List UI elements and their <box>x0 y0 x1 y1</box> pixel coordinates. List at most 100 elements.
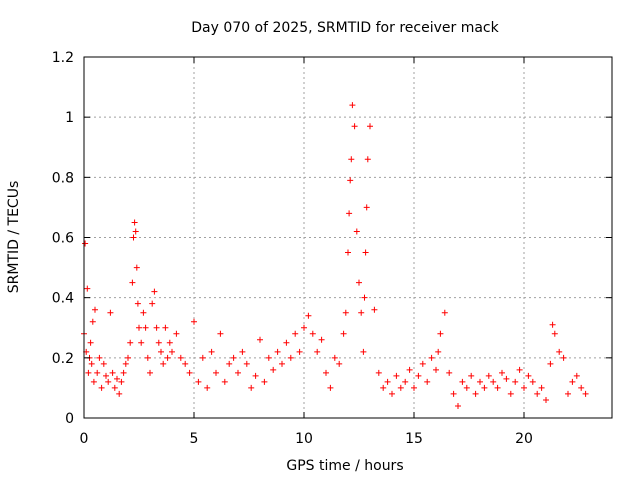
data-point <box>153 324 160 331</box>
data-point <box>270 366 277 373</box>
y-tick-label: 1.2 <box>52 50 74 66</box>
data-point <box>309 330 316 337</box>
data-point <box>345 249 351 256</box>
data-point <box>120 369 127 376</box>
data-point <box>419 360 426 367</box>
data-point <box>361 294 368 301</box>
data-point <box>151 288 158 295</box>
data-point <box>226 360 233 367</box>
data-point <box>340 330 347 337</box>
data-point <box>347 177 354 184</box>
data-point <box>301 324 307 331</box>
data-point <box>88 360 95 367</box>
y-axis-label: SRMTID / TECUs <box>6 181 22 294</box>
data-point <box>94 369 101 376</box>
data-point <box>437 330 444 337</box>
data-point <box>103 372 109 379</box>
data-point <box>543 396 549 403</box>
data-point <box>397 384 404 391</box>
data-point <box>507 390 514 397</box>
data-point <box>129 279 136 286</box>
data-point <box>512 378 519 385</box>
data-point <box>140 309 147 316</box>
data-point <box>144 354 151 361</box>
data-point <box>538 384 545 391</box>
data-point <box>547 360 554 367</box>
data-point <box>318 336 325 343</box>
y-tick-label: 0.2 <box>52 351 74 367</box>
data-point <box>147 369 153 376</box>
data-point <box>331 354 338 361</box>
data-point <box>529 378 536 385</box>
data-point <box>560 354 567 361</box>
x-tick-label: 15 <box>405 431 423 447</box>
data-point <box>162 324 169 331</box>
x-axis-label: GPS time / hours <box>286 458 403 474</box>
data-point <box>122 360 129 367</box>
data-point <box>371 306 378 313</box>
data-point <box>455 402 461 409</box>
data-point <box>353 228 360 235</box>
data-point <box>323 369 329 376</box>
data-point <box>364 156 371 163</box>
data-point <box>130 234 137 241</box>
data-point <box>327 384 334 391</box>
data-point <box>433 366 439 373</box>
data-point <box>287 354 294 361</box>
data-point <box>186 369 193 376</box>
data-point <box>160 360 167 367</box>
data-point <box>349 102 356 109</box>
data-point <box>296 348 303 355</box>
data-point <box>109 369 116 376</box>
data-point <box>450 390 457 397</box>
data-point <box>565 390 571 397</box>
data-point <box>573 372 580 379</box>
data-point <box>551 330 558 337</box>
data-point <box>472 390 479 397</box>
data-point <box>239 348 246 355</box>
data-point <box>446 369 453 376</box>
data-point <box>182 360 189 367</box>
grid-lines <box>84 57 612 418</box>
x-tick-label: 5 <box>190 431 199 447</box>
x-tick-label: 0 <box>80 431 89 447</box>
data-point <box>248 384 255 391</box>
chart-title: Day 070 of 2025, SRMTID for receiver mac… <box>191 20 499 36</box>
data-point <box>351 123 358 130</box>
data-point <box>393 372 400 379</box>
data-point <box>411 384 417 391</box>
data-point <box>415 372 422 379</box>
data-point <box>164 354 171 361</box>
data-point <box>402 378 409 385</box>
y-tick-label: 1 <box>65 110 74 126</box>
y-tick-label: 0.8 <box>52 170 74 186</box>
data-point <box>292 330 299 337</box>
data-point <box>477 378 483 385</box>
data-point <box>213 369 219 376</box>
data-point <box>127 339 134 346</box>
data-point <box>389 390 395 397</box>
data-point <box>261 378 268 385</box>
data-point <box>87 339 94 346</box>
data-point <box>569 378 576 385</box>
data-point <box>191 318 197 325</box>
data-point <box>459 378 466 385</box>
data-point <box>138 339 145 346</box>
data-point <box>133 264 140 271</box>
data-point <box>363 204 370 211</box>
data-point <box>314 348 321 355</box>
data-point <box>114 375 120 382</box>
data-point <box>257 336 263 343</box>
data-point <box>582 390 589 397</box>
data-points <box>81 102 589 409</box>
data-point <box>525 372 532 379</box>
data-point <box>428 354 435 361</box>
data-point <box>82 240 89 247</box>
data-point <box>85 369 92 376</box>
data-point <box>375 369 382 376</box>
data-point <box>169 348 175 355</box>
data-point <box>424 378 431 385</box>
data-point <box>149 300 156 307</box>
data-point <box>499 369 505 376</box>
